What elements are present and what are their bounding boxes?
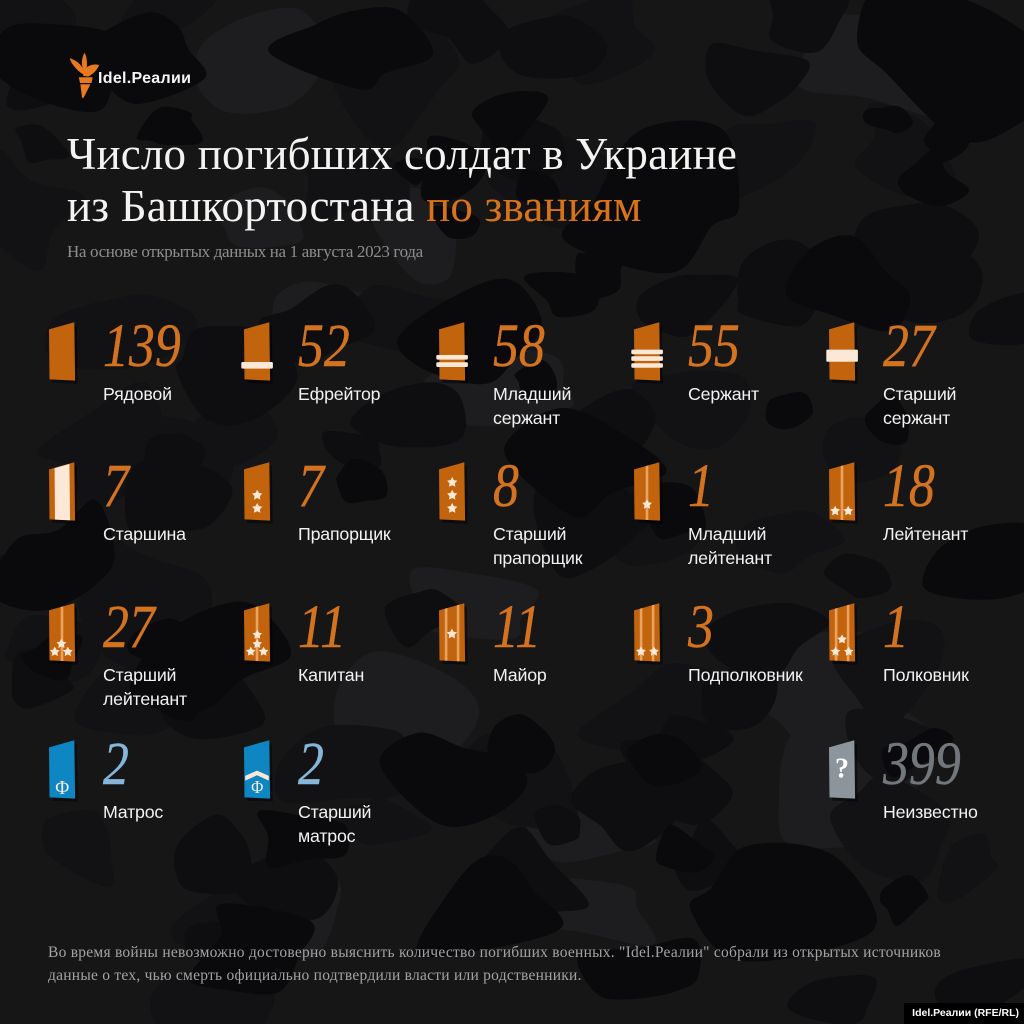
svg-text:?: ? <box>835 754 849 785</box>
svg-text:Ф: Ф <box>251 777 263 797</box>
svg-text:Ф: Ф <box>55 777 69 799</box>
